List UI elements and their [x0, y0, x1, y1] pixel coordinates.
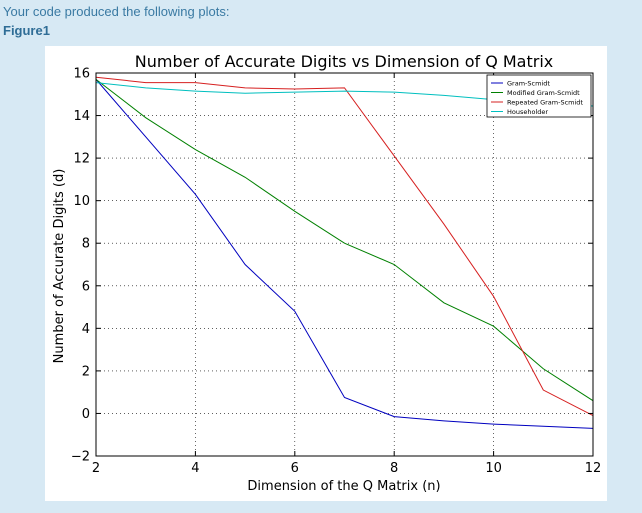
y-tick-label-4: 6 — [82, 279, 90, 294]
legend-label-3: Householder — [507, 108, 548, 116]
x-tick-label-1: 4 — [191, 461, 199, 476]
x-tick-label-0: 2 — [92, 461, 100, 476]
y-tick-label-5: 8 — [82, 237, 90, 252]
x-tick-label-4: 10 — [485, 461, 502, 476]
legend-label-0: Gram-Scmidt — [507, 79, 550, 87]
y-tick-label-3: 4 — [82, 322, 90, 337]
line-chart: Number of Accurate Digits vs Dimension o… — [52, 52, 602, 494]
y-tick-label-0: −2 — [71, 450, 90, 465]
chart-title: Number of Accurate Digits vs Dimension o… — [135, 52, 554, 71]
y-axis-label: Number of Accurate Digits (d) — [52, 169, 67, 364]
legend-label-1: Modified Gram-Scmidt — [507, 89, 580, 97]
y-tick-label-9: 16 — [73, 67, 90, 82]
plot-frame — [95, 72, 594, 457]
x-tick-label-3: 8 — [390, 461, 398, 476]
x-tick-label-5: 12 — [585, 461, 602, 476]
x-tick-label-2: 6 — [291, 461, 299, 476]
legend-box — [486, 74, 592, 118]
series-line-1 — [95, 78, 594, 402]
y-tick-label-2: 2 — [82, 364, 90, 379]
legend-label-2: Repeated Gram-Scmidt — [507, 98, 583, 106]
y-tick-label-7: 12 — [73, 152, 90, 167]
figure-label: Figure1 — [3, 23, 50, 38]
figure-panel: Number of Accurate Digits vs Dimension o… — [45, 46, 607, 501]
y-tick-label-8: 14 — [73, 109, 90, 124]
series-line-0 — [95, 79, 594, 429]
y-tick-label-1: 0 — [82, 407, 90, 422]
x-axis-label: Dimension of the Q Matrix (n) — [247, 479, 440, 494]
series-line-2 — [95, 76, 594, 417]
intro-text: Your code produced the following plots: — [3, 4, 230, 19]
y-tick-label-6: 10 — [73, 194, 90, 209]
